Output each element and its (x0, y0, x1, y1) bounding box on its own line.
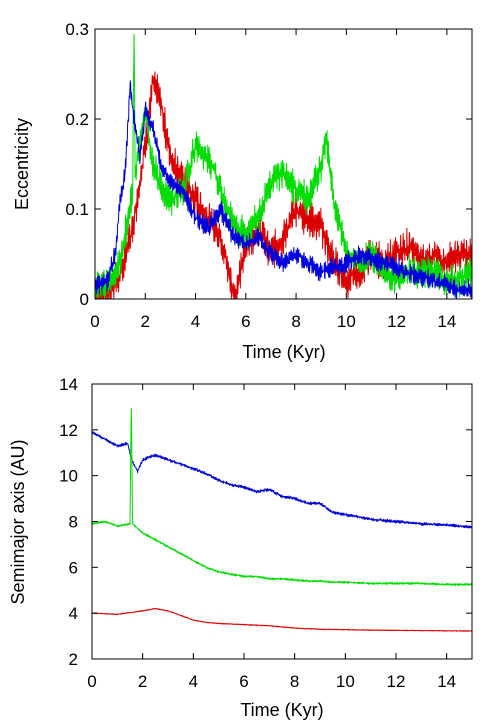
x-tick-label: 8 (291, 312, 300, 331)
x-tick-label: 4 (191, 312, 200, 331)
y-tick-label: 8 (69, 513, 78, 532)
x-tick-label: 4 (189, 672, 198, 691)
eccentricity-y-axis-label: Eccentricity (12, 118, 32, 210)
y-tick-label: 10 (59, 467, 78, 486)
eccentricity-tick-layer: 0 2 4 6 8 10 12 14 0 0.1 0.2 0.3 (65, 20, 472, 331)
x-tick-label: 12 (387, 312, 406, 331)
x-tick-label: 10 (336, 672, 355, 691)
semimajor-axis-plot-area (91, 383, 473, 660)
x-tick-label: 0 (87, 672, 96, 691)
x-tick-label: 12 (387, 672, 406, 691)
eccentricity-x-axis-label: Time (Kyr) (242, 342, 325, 362)
y-tick-label: 4 (69, 604, 78, 623)
y-tick-label: 12 (59, 421, 78, 440)
x-tick-label: 2 (141, 312, 150, 331)
semimajor-axis-x-axis-label: Time (Kyr) (240, 700, 323, 720)
y-tick-label: 14 (59, 375, 78, 394)
semimajor-axis-series-layer (92, 408, 472, 632)
x-tick-label: 14 (437, 672, 456, 691)
series-line-0 (92, 431, 472, 529)
series-line-1 (95, 33, 472, 299)
x-tick-label: 2 (138, 672, 147, 691)
eccentricity-plot-frame (94, 28, 473, 300)
series-line-1 (92, 408, 472, 587)
series-line-2 (92, 607, 472, 632)
x-tick-label: 0 (90, 312, 99, 331)
eccentricity-plot-area (94, 28, 473, 300)
x-tick-label: 14 (437, 312, 456, 331)
series-line-2 (95, 80, 472, 299)
y-tick-label: 6 (69, 558, 78, 577)
semimajor-axis-plot-frame (91, 383, 473, 660)
y-tick-label: 0.2 (65, 110, 89, 129)
y-tick-label: 0.1 (65, 200, 89, 219)
series-line-0 (95, 71, 472, 299)
semimajor-axis-y-axis-label: Semimajor axis (AU) (8, 439, 28, 604)
x-tick-label: 8 (290, 672, 299, 691)
y-tick-label: 0.3 (65, 20, 89, 39)
y-tick-label: 2 (69, 650, 78, 669)
eccentricity-series-layer (95, 33, 472, 299)
x-tick-label: 10 (337, 312, 356, 331)
eccentricity-panel: 0 2 4 6 8 10 12 14 0 0.1 0.2 0.3 Time (Kyr) Eccentr… (12, 20, 473, 362)
x-tick-label: 6 (241, 312, 250, 331)
y-tick-label: 0 (80, 290, 89, 309)
x-tick-label: 6 (239, 672, 248, 691)
